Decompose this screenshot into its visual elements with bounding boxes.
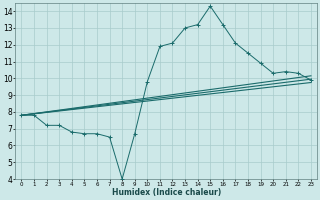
X-axis label: Humidex (Indice chaleur): Humidex (Indice chaleur): [112, 188, 221, 197]
